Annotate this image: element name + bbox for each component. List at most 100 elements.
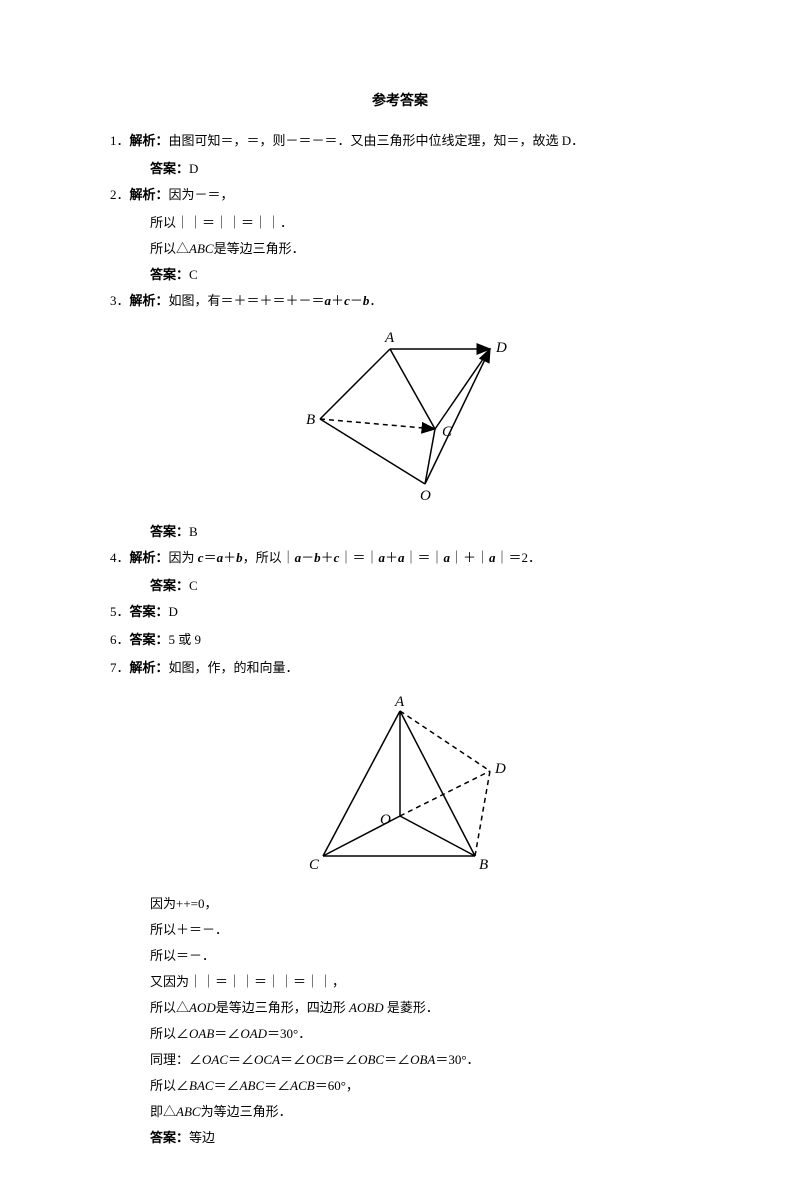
q2-line3: 所以△ABC是等边三角形． [110, 236, 690, 262]
q3-ans-label: 答案： [150, 524, 189, 539]
q7-l8-pre: 所以∠ [150, 1078, 189, 1093]
q7-analysis: 7．解析：如图，作，的和向量． [110, 655, 690, 681]
q3-label-B: B [306, 412, 315, 428]
q7-l7-e1: ＝∠ [228, 1052, 254, 1067]
q6-answer: 6．答案：5 或 9 [110, 627, 690, 653]
q5-ans: D [169, 604, 178, 619]
q7-l7: 同理：∠OAC＝∠OCA＝∠OCB＝∠OBC＝∠OBA＝30°． [110, 1047, 690, 1073]
q7-l6: 所以∠OAB＝∠OAD＝30°． [110, 1021, 690, 1047]
q7-l7-1: OAC [202, 1052, 228, 1067]
q4-analysis: 4．解析：因为 c＝a＋b，所以｜a－b＋c｜＝｜a＋a｜＝｜a｜＋｜a｜＝2． [110, 545, 690, 571]
q7-l5: 所以△AOD是等边三角形，四边形 AOBD 是菱形． [110, 995, 690, 1021]
q7-l7-4: OBC [358, 1052, 384, 1067]
q4-mid4: ｜＋｜ [450, 550, 489, 565]
page-title: 参考答案 [110, 90, 690, 110]
q7-label-D: D [494, 761, 506, 777]
q5-answer: 5．答案：D [110, 599, 690, 625]
q7-num: 7． [110, 660, 130, 675]
q1-label: 解析： [130, 133, 169, 148]
q7-l8-e1: ＝∠ [214, 1078, 240, 1093]
q4-mid2: ｜＝｜ [339, 550, 378, 565]
q4-eq: ＝ [204, 550, 217, 565]
q4-plus3: ＋ [385, 550, 398, 565]
q7-l7-e3: ＝∠ [332, 1052, 358, 1067]
q3-svg: A B C D O [260, 324, 540, 504]
q6-num: 6． [110, 632, 130, 647]
q7-l7-5: OBA [410, 1052, 435, 1067]
q7-l3: 所以＝－． [110, 943, 690, 969]
q2-l3-pre: 所以△ [150, 241, 189, 256]
q2-l3-post: 是等边三角形． [214, 241, 305, 256]
q6-ans-label: 答案： [130, 632, 169, 647]
q7-l4: 又因为｜｜＝｜｜＝｜｜＝｜｜， [110, 969, 690, 995]
q7-svg: A B C O D [255, 691, 545, 876]
q7-l7-e4: ＝∠ [384, 1052, 410, 1067]
q4-tail: ｜＝2． [496, 550, 542, 565]
q7-l6-post: ＝30°． [267, 1026, 311, 1041]
q7-l5-q: AOBD [349, 1000, 384, 1015]
q6-ans: 5 或 9 [169, 632, 202, 647]
q7-l8: 所以∠BAC＝∠ABC＝∠ACB＝60°， [110, 1073, 690, 1099]
q7-label-O: O [380, 812, 391, 828]
q3-label-D: D [495, 340, 507, 356]
q2-answer: 答案：C [110, 262, 690, 288]
q3-answer: 答案：B [110, 519, 690, 545]
q1-analysis: 1．解析：由图可知＝，＝，则－＝－＝．又由三角形中位线定理，知＝，故选 D． [110, 128, 690, 154]
q7-l6-mid: ＝∠ [214, 1026, 240, 1041]
q7-l6-a1: OAB [189, 1026, 214, 1041]
q4-label: 解析： [130, 550, 169, 565]
q7-l6-pre: 所以∠ [150, 1026, 189, 1041]
q7-l5-tri: AOD [189, 1000, 216, 1015]
q7-answer: 答案：等边 [110, 1125, 690, 1151]
q3-p1: ＋ [331, 293, 344, 308]
q7-l9: 即△ABC为等边三角形． [110, 1099, 690, 1125]
q2-text: 因为－＝， [169, 187, 234, 202]
q1-answer: 答案：D [110, 156, 690, 182]
q1-num: 1． [110, 133, 130, 148]
q2-line2: 所以｜｜＝｜｜＝｜｜． [110, 210, 690, 236]
q7-l8-e2: ＝∠ [264, 1078, 290, 1093]
q7-l2: 所以＋＝－． [110, 917, 690, 943]
q7-l7-2: OCA [254, 1052, 280, 1067]
q7-l9-post: 为等边三角形． [201, 1104, 292, 1119]
q7-label-A: A [394, 694, 405, 710]
q3-analysis: 3．解析：如图，有＝＋＝＋＝＋－＝a＋c－b． [110, 288, 690, 314]
q4-mid: ，所以｜ [243, 550, 295, 565]
q7-l9-pre: 即△ [150, 1104, 176, 1119]
q7-l7-post: ＝30°． [435, 1052, 479, 1067]
q2-num: 2． [110, 187, 130, 202]
q3-period: ． [369, 293, 382, 308]
q4-pre: 因为 [169, 550, 198, 565]
q7-l8-post: ＝60°， [315, 1078, 359, 1093]
q5-num: 5． [110, 604, 130, 619]
q7-l8-2: ABC [240, 1078, 265, 1093]
q4-ans-label: 答案： [150, 578, 189, 593]
q3-m: － [350, 293, 363, 308]
q3-label-C: C [442, 424, 453, 440]
q7-label-C: C [309, 857, 320, 873]
q1-ans-label: 答案： [150, 161, 189, 176]
q4-ans: C [189, 578, 198, 593]
q3-num: 3． [110, 293, 130, 308]
q7-l8-1: BAC [189, 1078, 214, 1093]
q7-l8-3: ACB [290, 1078, 315, 1093]
q7-l1: 因为++=0， [110, 891, 690, 917]
q7-l7-pre: 同理：∠ [150, 1052, 202, 1067]
q7-l6-a2: OAD [240, 1026, 267, 1041]
q7-l5-post: 是菱形． [384, 1000, 439, 1015]
q4-num: 4． [110, 550, 130, 565]
q4-mid3: ｜＝｜ [404, 550, 443, 565]
q1-text: 由图可知＝，＝，则－＝－＝．又由三角形中位线定理，知＝，故选 D． [169, 133, 585, 148]
q7-l5-pre: 所以△ [150, 1000, 189, 1015]
q7-label: 解析： [130, 660, 169, 675]
q4-plus2: ＋ [321, 550, 334, 565]
q7-l7-3: OCB [306, 1052, 332, 1067]
q1-ans: D [189, 161, 198, 176]
q7-l7-e2: ＝∠ [280, 1052, 306, 1067]
q3-label-O: O [420, 488, 431, 504]
q4-plus: ＋ [223, 550, 236, 565]
q7-ans: 等边 [189, 1130, 215, 1145]
q2-ans: C [189, 267, 198, 282]
q7-text: 如图，作，的和向量． [169, 660, 299, 675]
q7-l9-tri: ABC [176, 1104, 201, 1119]
